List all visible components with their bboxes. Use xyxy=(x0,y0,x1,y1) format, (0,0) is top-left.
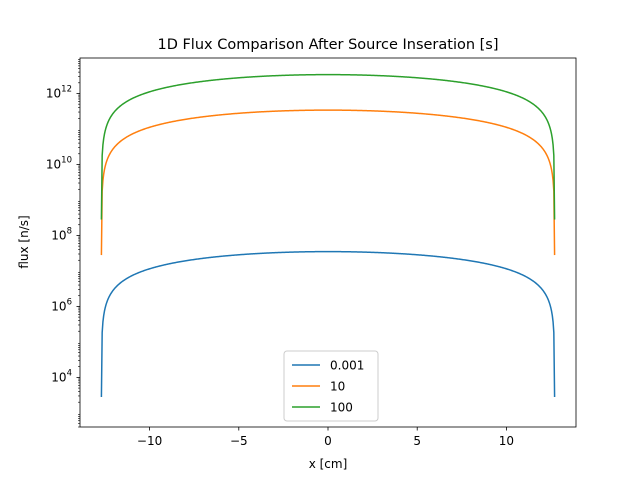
legend-box xyxy=(283,350,379,422)
series-layer xyxy=(100,73,556,398)
series-line-3 xyxy=(100,73,556,220)
axes-layer: −10 −5 0 5 10 104 106 108 1010 1012 xyxy=(46,57,577,448)
y-tick-label: 104 xyxy=(51,368,72,384)
y-tick-label: 106 xyxy=(51,297,72,313)
x-tick-label: −5 xyxy=(230,434,248,448)
x-tick-label: −10 xyxy=(137,434,162,448)
y-tick-label: 1010 xyxy=(46,155,72,171)
x-tick-label: 10 xyxy=(499,434,514,448)
x-tick-label: 0 xyxy=(324,434,332,448)
legend-label-3: 100 xyxy=(330,401,353,415)
legend-label-1: 0.001 xyxy=(330,359,364,373)
y-tick-label: 1012 xyxy=(46,84,72,100)
series-line-2 xyxy=(100,109,556,256)
y-axis-label: flux [n/s] xyxy=(17,215,31,268)
x-tick-label: 5 xyxy=(413,434,421,448)
chart-title: 1D Flux Comparison After Source Inserati… xyxy=(157,37,498,53)
legend-label-2: 10 xyxy=(330,380,345,394)
x-axis-label: x [cm] xyxy=(309,457,348,471)
legend: 0.001 10 100 xyxy=(283,350,379,422)
y-tick-label: 108 xyxy=(51,226,72,242)
series-line-1 xyxy=(100,250,556,398)
